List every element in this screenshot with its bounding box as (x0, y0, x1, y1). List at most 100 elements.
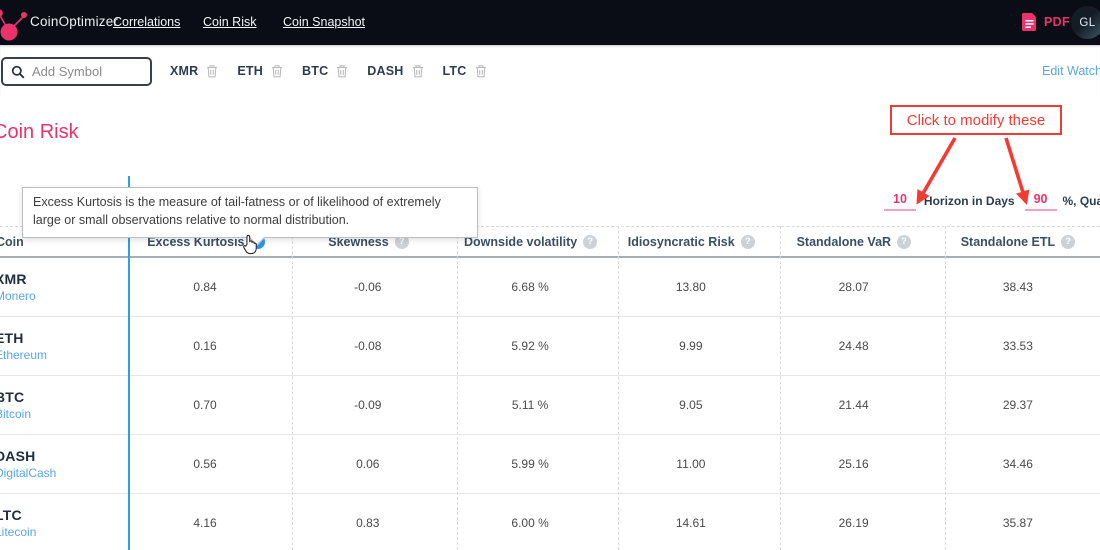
column-header-label: Downside volatility (463, 234, 578, 249)
column-header-standalone-var[interactable]: Standalone VaR ? (772, 227, 936, 256)
coin-cell: DASH DigitalCash (0, 435, 124, 493)
coin-ticker: DASH (0, 448, 36, 464)
cell-value: 11.00 (676, 457, 706, 471)
cell-value: 29.37 (1002, 398, 1033, 412)
cell-value: 9.05 (679, 398, 703, 412)
table-row-btc: BTC Bitcoin 0.70 -0.09 5.11 % 9.05 21.44… (0, 376, 1100, 435)
edit-watchlist-link[interactable]: Edit Watchlist (1042, 64, 1100, 78)
pdf-label: PDF (1044, 15, 1070, 29)
horizon-value[interactable]: 10 (884, 190, 916, 211)
cell-value: -0.06 (354, 280, 382, 294)
coin-name: Ethereum (0, 348, 48, 362)
excess-kurtosis-tooltip: Excess Kurtosis is the measure of tail-f… (22, 187, 478, 245)
table-row-xmr: XMR Monero 0.84 -0.06 6.68 % 13.80 28.07… (0, 258, 1100, 317)
cell-value: 28.07 (838, 280, 869, 294)
coin-name: Litecoin (0, 525, 37, 539)
help-icon[interactable]: ? (394, 234, 409, 249)
cell-value: 0.06 (356, 457, 380, 471)
column-separator (945, 226, 946, 550)
symbol-ticker: LTC (442, 64, 467, 78)
watchlist-symbol: XMR (170, 64, 218, 78)
delete-symbol-trash-icon[interactable] (271, 64, 283, 78)
cell-value: 33.53 (1002, 339, 1033, 353)
cell-value: 0.70 (193, 398, 217, 412)
coin-name: Bitcoin (0, 407, 32, 421)
add-symbol-input[interactable] (32, 64, 137, 79)
help-icon[interactable]: ? (897, 234, 912, 249)
table-row-ltc: LTC Litecoin 4.16 0.83 6.00 % 14.61 26.1… (0, 494, 1100, 550)
symbol-ticker: DASH (367, 64, 404, 78)
column-header-standalone-etl[interactable]: Standalone ETL ? (936, 227, 1100, 256)
column-header-idiosyncratic-risk[interactable]: Idiosyncratic Risk ? (611, 227, 772, 256)
risk-parameters: 10 Horizon in Days 90 %, Quantile (884, 190, 1100, 211)
cell-value: 9.99 (679, 339, 703, 353)
coin-risk-table: Coin Excess Kurtosis ? Skewness ? Downsi… (0, 226, 1100, 550)
annotation-callout-box: Click to modify these (890, 105, 1062, 135)
nav-link-correlations[interactable]: Correlations (113, 15, 181, 29)
column-header-label: Excess Kurtosis (147, 234, 245, 249)
coin-cell: XMR Monero (0, 258, 124, 316)
help-icon[interactable]: ? (1061, 234, 1076, 249)
watchlist-symbol: BTC (302, 64, 348, 78)
cell-value: 0.84 (193, 280, 217, 294)
cell-value: 24.48 (838, 339, 869, 353)
add-symbol-searchbox[interactable] (1, 57, 152, 86)
coinoptimizer-logo-icon[interactable] (0, 3, 30, 43)
cell-value: 34.46 (1002, 457, 1033, 471)
watchlist-symbol: LTC (443, 64, 487, 78)
cell-value: 6.68 % (511, 280, 549, 294)
watchlist-bar: XMR ETH BTC DASH LTC Edit Watchlist (0, 45, 1100, 97)
brand-name: CoinOptimizer (30, 14, 119, 29)
cell-value: 21.44 (838, 398, 869, 412)
column-separator (292, 226, 293, 550)
cell-value: 0.16 (193, 339, 217, 353)
cell-value: 35.87 (1002, 516, 1033, 530)
table-row-eth: ETH Ethereum 0.16 -0.08 5.92 % 9.99 24.4… (0, 317, 1100, 376)
delete-symbol-trash-icon[interactable] (475, 64, 487, 78)
nav-link-coin-snapshot[interactable]: Coin Snapshot (283, 15, 366, 29)
cell-value: 26.19 (838, 516, 869, 530)
column-header-label: Idiosyncratic Risk (627, 234, 735, 249)
cell-value: 38.43 (1002, 280, 1033, 294)
coin-cell: ETH Ethereum (0, 317, 124, 375)
coin-ticker: XMR (0, 271, 27, 287)
table-header-row: Coin Excess Kurtosis ? Skewness ? Downsi… (0, 226, 1100, 258)
watchlist-symbols: XMR ETH BTC DASH LTC (170, 45, 487, 97)
watchlist-symbol: DASH (367, 64, 423, 78)
user-avatar[interactable]: GL (1071, 6, 1100, 39)
delete-symbol-trash-icon[interactable] (336, 64, 348, 78)
coin-ticker: LTC (0, 507, 22, 523)
quantile-value[interactable]: 90 (1024, 190, 1057, 211)
column-header-skewness[interactable]: Skewness ? (286, 227, 450, 256)
annotation-arrows (916, 137, 1030, 205)
cell-value: -0.09 (354, 398, 382, 412)
pdf-file-icon (1022, 13, 1036, 31)
column-header-coin[interactable]: Coin (0, 234, 24, 249)
cell-value: 13.80 (675, 280, 706, 294)
delete-symbol-trash-icon[interactable] (206, 64, 218, 78)
nav-link-coin-risk[interactable]: Coin Risk (203, 15, 257, 29)
coin-cell: BTC Bitcoin (0, 376, 124, 434)
column-separator (457, 226, 458, 550)
column-separator (780, 226, 781, 550)
column-header-label: Skewness (328, 234, 389, 249)
top-nav-bar: CoinOptimizer Correlations Coin Risk Coi… (0, 0, 1100, 45)
cell-value: 6.00 % (511, 516, 549, 530)
help-icon[interactable]: ? (583, 234, 598, 249)
hand-pointer-cursor-icon (243, 234, 257, 255)
search-icon (11, 65, 25, 78)
help-icon[interactable]: ? (740, 234, 755, 249)
column-header-downside-volatility[interactable]: Downside volatility ? (451, 227, 611, 256)
symbol-ticker: BTC (302, 64, 329, 78)
delete-symbol-trash-icon[interactable] (412, 64, 424, 78)
coin-name: DigitalCash (0, 466, 57, 480)
export-pdf-button[interactable]: PDF (1022, 13, 1070, 31)
table-row-dash: DASH DigitalCash 0.56 0.06 5.99 % 11.00 … (0, 435, 1100, 494)
hovered-column-highlight-line (128, 176, 130, 550)
watchlist-symbol: ETH (237, 64, 283, 78)
cell-value: 14.61 (675, 516, 706, 530)
quantile-label: %, Quantile (1062, 193, 1100, 208)
coin-name: Monero (0, 289, 36, 303)
symbol-ticker: XMR (170, 64, 199, 78)
